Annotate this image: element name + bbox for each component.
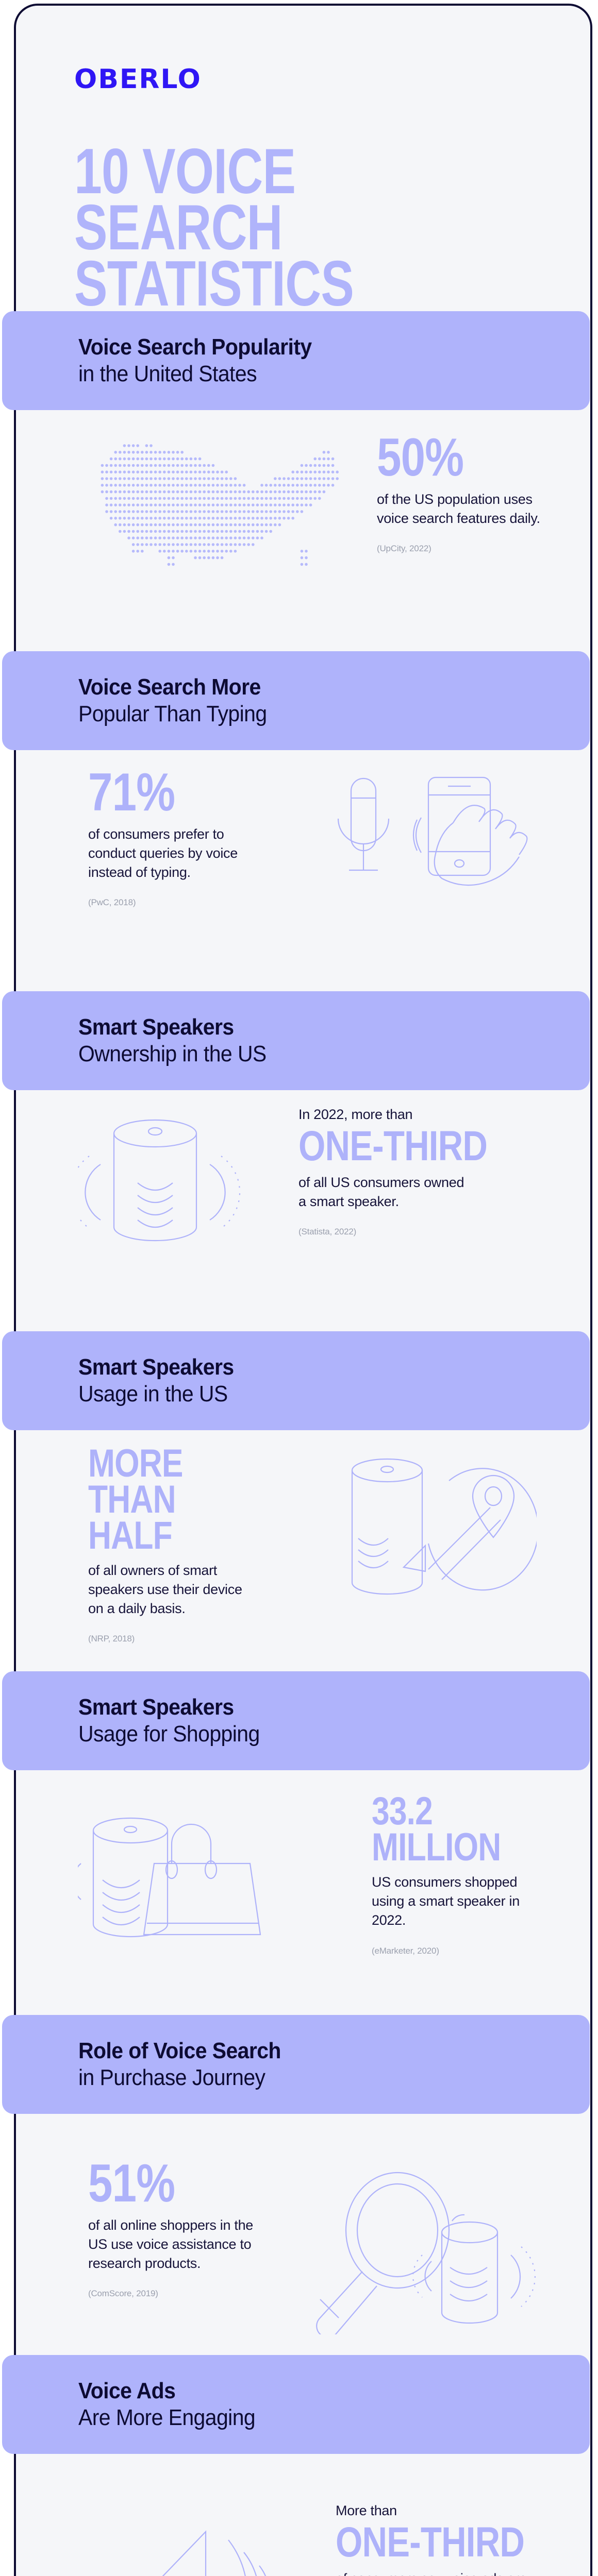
stat-text-6: 51% of all online shoppers in the US use… (88, 2154, 274, 2299)
stat-text-3: In 2022, more than ONE-THIRD of all US c… (298, 1106, 488, 1237)
stat-value-3: ONE-THIRD (298, 1123, 488, 1170)
smart-speaker-icon (78, 1111, 263, 1265)
stat-value-5: 33.2 MILLION (372, 1789, 501, 1869)
stat-block-6: 51% of all online shoppers in the US use… (16, 2154, 594, 2334)
stat-pre-3: In 2022, more than (298, 1107, 413, 1122)
stat-desc-2: of consumers prefer to conduct queries b… (88, 826, 238, 880)
stat-text-1: 50% of the US population uses voice sear… (377, 428, 562, 554)
smart-speaker-shopping-bag-icon (78, 1814, 300, 1953)
stat-block-4: MORE THAN HALF of all owners of smart sp… (16, 1444, 594, 1643)
stat-block-1: 50% of the US population uses voice sear… (16, 428, 594, 603)
banner-line1: Role of Voice Search (78, 2038, 281, 2063)
stat-source-5: (eMarketer, 2020) (372, 1945, 439, 1956)
banner-line1: Smart Speakers (78, 1354, 234, 1380)
stat-text-2: 71% of consumers prefer to conduct queri… (88, 762, 274, 908)
stat-text-7: More than ONE-THIRD of consumers say voi… (336, 2502, 547, 2576)
stat-source-1: (UpCity, 2022) (377, 544, 431, 554)
stat-block-2: 71% of consumers prefer to conduct queri… (16, 762, 594, 938)
megaphone-icon (93, 2522, 310, 2576)
stat-desc-5: US consumers shopped using a smart speak… (372, 1874, 520, 1928)
banner-line1: Voice Search More (78, 674, 261, 700)
stat-value-2: 71% (88, 762, 175, 822)
banner-line2: Are More Engaging (78, 2404, 256, 2430)
stat-value-1: 50% (377, 428, 464, 487)
stat-source-6: (ComScore, 2019) (88, 2289, 158, 2299)
banner-line1: Smart Speakers (78, 1694, 234, 1720)
banner-line2: Popular Than Typing (78, 701, 267, 726)
stat-block-7: More than ONE-THIRD of consumers say voi… (16, 2502, 594, 2576)
stat-block-5: 33.2 MILLION US consumers shopped using … (16, 1789, 594, 1969)
stat-desc-4: of all owners of smart speakers use thei… (88, 1562, 242, 1617)
banner-smart-speakers-shopping: Smart Speakers Usage for Shopping (2, 1671, 590, 1770)
banner-smart-speakers-ownership: Smart Speakers Ownership in the US (2, 991, 590, 1090)
oberlo-logo: OBERLO (74, 64, 202, 95)
stat-desc-1: of the US population uses voice search f… (377, 491, 540, 526)
banner-role-of-voice-search: Role of Voice Search in Purchase Journey (2, 2015, 590, 2114)
stat-desc-3: of all US consumers owned a smart speake… (298, 1174, 464, 1209)
page-title: 10 VOICE SEARCH STATISTICS (74, 136, 354, 320)
banner-line1: Voice Ads (78, 2378, 176, 2403)
banner-line2: in the United States (78, 361, 257, 386)
banner-line2: Usage in the US (78, 1381, 228, 1406)
banner-line2: Usage for Shopping (78, 1721, 260, 1747)
stat-text-5: 33.2 MILLION US consumers shopped using … (372, 1789, 542, 1956)
stat-source-4: (NRP, 2018) (88, 1634, 135, 1644)
stat-pre-7: More than (336, 2503, 397, 2518)
banner-line1: Voice Search Popularity (78, 334, 312, 360)
stat-value-6: 51% (88, 2154, 175, 2213)
magnifier-smart-speaker-icon (305, 2170, 547, 2334)
stat-source-3: (Statista, 2022) (298, 1227, 357, 1237)
stat-desc-6: of all online shoppers in the US use voi… (88, 2217, 254, 2272)
stat-desc-7: of consumers say voice ads are less intr… (336, 2569, 547, 2576)
banner-line1: Smart Speakers (78, 1014, 234, 1040)
stat-text-4: MORE THAN HALF of all owners of smart sp… (88, 1442, 258, 1644)
microphone-and-phone-icon (325, 773, 552, 928)
banner-smart-speakers-usage-us: Smart Speakers Usage in the US (2, 1331, 590, 1430)
stat-value-7: ONE-THIRD (336, 2519, 525, 2566)
stat-source-2: (PwC, 2018) (88, 897, 136, 908)
stat-value-4: MORE THAN HALF (88, 1442, 183, 1557)
banner-line2: in Purchase Journey (78, 2064, 265, 2090)
infographic-card: OBERLO 10 VOICE SEARCH STATISTICS You Ne… (2, 4, 594, 2576)
banner-voice-search-more-popular: Voice Search More Popular Than Typing (2, 651, 590, 750)
stat-block-3: In 2022, more than ONE-THIRD of all US c… (16, 1106, 594, 1276)
smart-speaker-location-pin-icon (341, 1451, 537, 1605)
banner-line2: Ownership in the US (78, 1041, 267, 1066)
banner-voice-ads-engaging: Voice Ads Are More Engaging (2, 2355, 590, 2454)
banner-voice-search-popularity: Voice Search Popularity in the United St… (2, 311, 590, 410)
